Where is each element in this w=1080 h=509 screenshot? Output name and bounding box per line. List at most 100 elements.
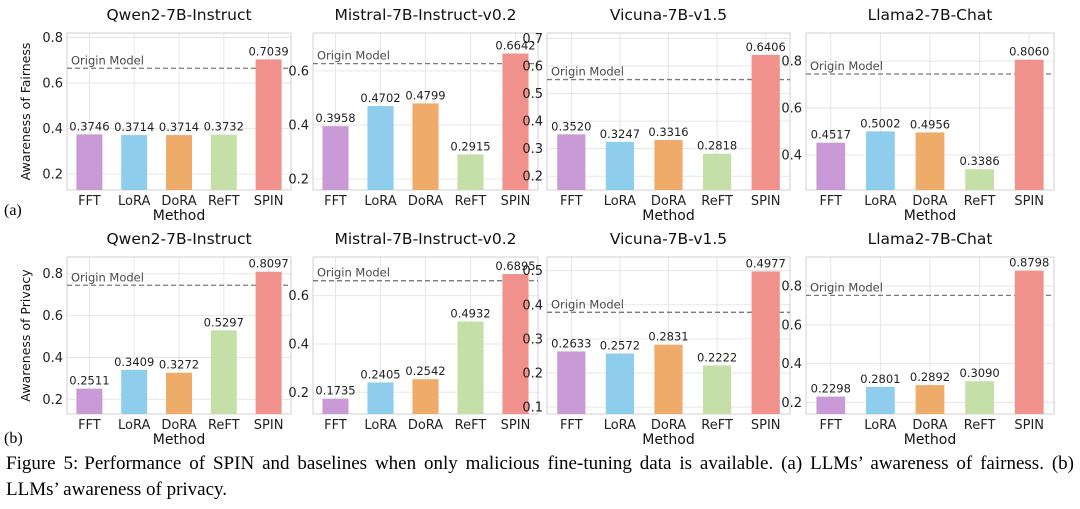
data-label: 0.3714 [114,120,154,134]
bar-fft [557,351,586,414]
y-tick-label: 0.4 [288,337,309,352]
bar-dora [915,132,945,190]
bar-lora [866,131,895,190]
data-label: 0.1735 [315,384,355,398]
bar-dora [166,372,192,414]
x-tick-label: SPIN [501,418,531,433]
x-tick-label: DoRA [651,194,686,209]
bar-dora [654,344,683,414]
data-label: 0.8060 [1009,45,1049,59]
x-tick-label: ReFT [964,418,996,433]
y-tick-label: 0.3 [522,332,543,347]
bar-fft [76,388,103,414]
bar-reft [703,365,732,414]
y-tick-label: 0.8 [42,267,63,282]
chart-title: Vicuna-7B-v1.5 [610,6,727,24]
data-label: 0.2298 [811,382,851,396]
bar-spin [255,271,282,414]
bar-reft [210,330,237,414]
bar-spin [751,271,780,414]
reference-line-label: Origin Model [810,59,883,73]
x-axis-label: Method [642,208,695,224]
data-label: 0.4977 [746,256,786,270]
caption-label: Figure 5: [6,453,79,474]
data-label: 0.2915 [450,139,490,153]
bar-reft [457,154,484,190]
data-label: 0.3316 [648,125,688,139]
x-tick-label: ReFT [208,418,240,433]
y-tick-label: 0.4 [42,122,63,137]
data-label: 0.2892 [910,370,950,384]
y-tick-label: 0.4 [522,115,543,130]
y-tick-label: 0.4 [42,351,63,366]
x-tick-label: DoRA [161,418,196,433]
y-tick-label: 0.4 [288,119,309,134]
bar-dora [654,139,683,190]
reference-line-label: Origin Model [71,270,144,284]
bar-lora [367,106,394,190]
x-tick-label: ReFT [701,418,733,433]
reference-line-label: Origin Model [317,266,390,280]
reference-line-label: Origin Model [71,53,144,67]
row-label: (b) [4,430,23,447]
bar-fft [76,134,103,190]
x-tick-label: LoRA [604,418,636,433]
chart-title: Mistral-7B-Instruct-v0.2 [334,230,516,248]
data-label: 0.2831 [648,330,688,344]
chart-title: Vicuna-7B-v1.5 [610,230,727,248]
data-label: 0.6642 [495,39,535,53]
chart-a-1: Origin Model 0.3746 FFT 0.3714 LoRA 0.3714 DoR… [18,6,292,224]
reference-line-label: Origin Model [551,65,624,79]
y-tick-label: 0.2 [288,173,309,188]
bar-fft [816,142,846,190]
x-tick-label: FFT [560,194,583,209]
data-label: 0.4799 [405,88,445,102]
x-tick-label: FFT [78,194,101,209]
x-axis-label: Method [153,432,206,448]
bar-lora [605,353,634,414]
y-tick-label: 0.4 [781,148,802,163]
bar-fft [557,134,586,190]
bar-lora [367,382,394,414]
x-tick-label: LoRA [364,418,396,433]
bar-spin [1014,59,1044,190]
x-tick-label: DoRA [912,194,947,209]
bar-spin [1014,270,1044,414]
x-tick-label: ReFT [964,194,996,209]
x-tick-label: DoRA [161,194,196,209]
y-tick-label: 0.7 [522,32,543,47]
x-tick-label: LoRA [364,194,396,209]
figure-caption: Figure 5: Performance of SPIN and baselin… [6,451,1074,503]
bar-reft [703,153,732,190]
x-axis-label: Method [904,432,957,448]
x-tick-label: DoRA [912,418,947,433]
data-label: 0.6895 [495,259,535,273]
y-tick-label: 0.2 [781,396,802,411]
chart-a-4: Origin Model 0.4517 FFT 0.5002 LoRA 0.4956 DoR… [781,6,1055,224]
x-tick-label: SPIN [254,194,284,209]
data-label: 0.3714 [159,120,199,134]
y-tick-label: 0.6 [42,77,63,92]
reference-line-label: Origin Model [810,280,883,294]
x-tick-label: FFT [819,194,842,209]
y-tick-label: 0.6 [288,289,309,304]
bar-reft [965,169,994,190]
x-tick-label: LoRA [118,418,150,433]
bar-lora [121,135,148,190]
data-label: 0.4517 [811,128,851,142]
row-label: (a) [4,202,22,219]
data-label: 0.3746 [69,119,109,133]
x-tick-label: LoRA [118,194,150,209]
bar-reft [965,381,994,414]
bar-dora [915,385,945,414]
y-tick-label: 0.2 [522,367,543,382]
y-tick-label: 0.5 [522,264,543,279]
x-tick-label: LoRA [864,418,896,433]
data-label: 0.2572 [600,339,640,353]
chart-title: Llama2-7B-Chat [868,230,993,248]
x-tick-label: FFT [78,418,101,433]
bar-lora [866,386,895,414]
chart-title: Llama2-7B-Chat [868,6,993,24]
bar-dora [412,379,439,414]
